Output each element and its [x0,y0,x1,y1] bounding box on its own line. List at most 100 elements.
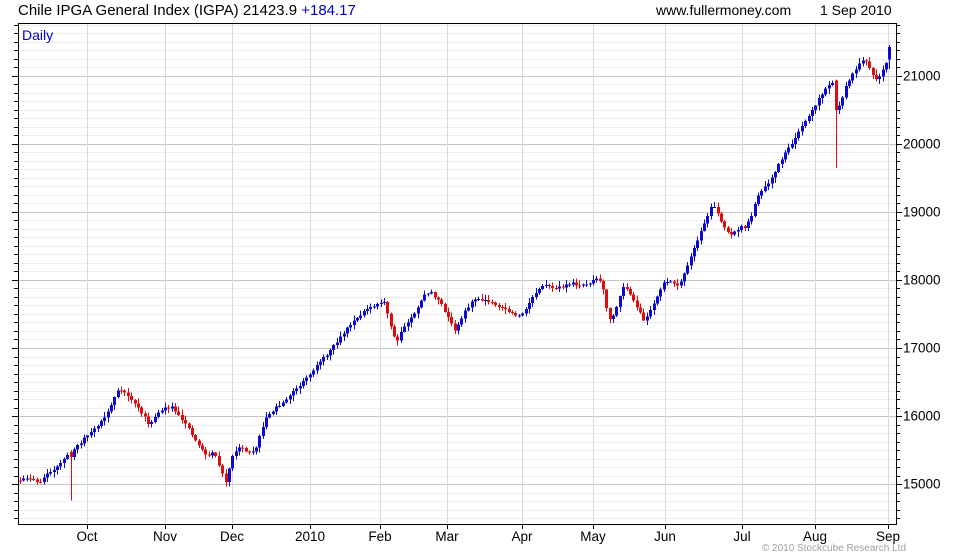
candle [629,286,632,296]
candle [605,288,608,312]
x-tick-label: Mar [435,529,459,544]
x-tick-label: Feb [368,529,391,544]
candle [326,354,329,361]
frequency-label: Daily [22,27,54,43]
candle [188,422,191,430]
candle [744,225,747,232]
candle [100,419,103,429]
candle [713,202,716,208]
candle [872,66,875,80]
candle [565,280,568,293]
candle [366,304,369,315]
candle [211,450,214,459]
candle [841,96,844,110]
candle [305,375,308,385]
candle [599,274,602,283]
candle [528,297,531,314]
candle [757,192,760,206]
candle [504,303,507,315]
candle [811,106,814,121]
candle [589,282,592,287]
candle [794,133,797,149]
candle [201,442,204,452]
gridlines-vertical [87,23,889,524]
candle [558,281,561,293]
candle [59,459,62,470]
candle [154,413,157,424]
candle [272,410,275,416]
candle [838,101,841,115]
candle [83,434,86,447]
candle [134,398,137,408]
candle [474,297,477,307]
candle [241,445,244,453]
copyright-notice: © 2010 Stockcube Research Ltd [761,543,906,554]
axis-ticks [12,25,902,529]
candle [167,404,170,414]
y-tick-label: 19000 [903,204,941,219]
candle [642,308,645,322]
candle [218,451,221,467]
candle [363,309,366,318]
candle [107,408,110,423]
candle [656,295,659,306]
x-tick-label: Jun [654,529,676,544]
candle [831,80,834,86]
candle [380,299,383,307]
candle [747,218,750,231]
candle [123,389,126,397]
candle [181,409,184,424]
candle [649,306,652,320]
candle [619,295,622,313]
candle [609,307,612,324]
candle [252,446,255,456]
candle [444,302,447,313]
candle [582,283,585,288]
candle [43,474,46,485]
chart-title: Chile IPGA General Index (IGPA) 21423.9 … [18,2,356,19]
candle [359,310,362,320]
candle [376,302,379,310]
candle [208,451,211,458]
candle [690,252,693,270]
candle [29,473,32,482]
candle [390,312,393,330]
candle [144,411,147,422]
candle [851,72,854,84]
candle [386,300,389,319]
plot-border [18,23,897,525]
index-name-and-value: Chile IPGA General Index (IGPA) 21423.9 [18,2,298,19]
candle [349,322,352,332]
candle [427,292,430,297]
candle [501,304,504,311]
candle [90,427,93,438]
candle [535,288,538,300]
candle [454,319,457,335]
candle [76,443,79,454]
candle [32,475,35,481]
x-tick-label: May [580,529,606,544]
candle [511,309,514,315]
candle [157,410,160,419]
candle [700,227,703,245]
candle [228,467,231,487]
candle [508,306,511,314]
candle [686,262,689,275]
gridlines-major [18,76,896,485]
y-axis-labels: 15000 16000 17000 18000 19000 20000 21000 [903,68,941,491]
candle [110,402,113,414]
candle [309,373,312,382]
candle [545,280,548,289]
candle [669,280,672,283]
candle [373,303,376,309]
candle [477,296,480,301]
candle [717,202,720,217]
candle [393,324,396,338]
y-tick-label: 20000 [903,136,941,151]
candle [676,278,679,291]
candle [275,403,278,415]
candle [235,446,238,460]
candle [464,308,467,323]
candle [518,313,521,318]
